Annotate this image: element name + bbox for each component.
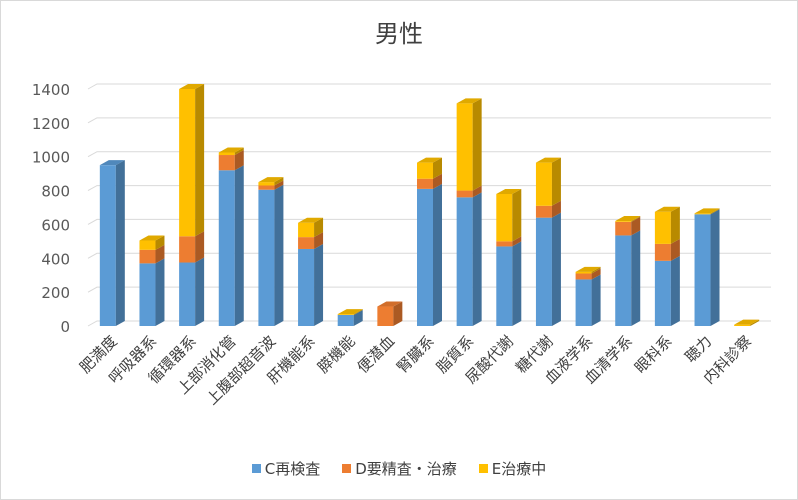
bar-segment [99, 160, 125, 326]
bar-segment [654, 206, 680, 244]
bar-segment [298, 232, 324, 249]
bar-segment [417, 173, 442, 189]
bar-segment [139, 258, 165, 326]
legend-swatch-d [342, 464, 352, 473]
legend-swatch-e [478, 464, 488, 473]
bar-segment [734, 319, 760, 326]
x-tick-label: 便潜血 [354, 332, 399, 377]
bar-segment [337, 309, 363, 315]
legend: C再検査 D要精査・治療 E治療中 [0, 458, 798, 479]
bar-segment [179, 84, 205, 237]
bar-segment [258, 184, 284, 326]
y-tick-label: 800 [41, 183, 70, 201]
bar-segment [456, 98, 482, 191]
bar-segment [535, 212, 561, 326]
legend-swatch-c [251, 464, 261, 473]
bar-segment [218, 150, 244, 171]
bar-segment [258, 177, 284, 186]
bar-segment [535, 157, 561, 206]
gridline [87, 151, 771, 158]
bar-segment [615, 216, 641, 236]
bar-segment [535, 200, 561, 218]
x-tick-label: 腎臓系 [393, 332, 438, 377]
y-tick-label: 1200 [32, 115, 70, 133]
bars [99, 84, 760, 326]
bar-segment [298, 243, 324, 326]
gridline [87, 83, 771, 90]
bar-segment [258, 180, 284, 190]
bar-segment [218, 147, 244, 156]
y-tick-label: 0 [60, 318, 70, 336]
bar-segment [377, 301, 403, 326]
bar-segment [694, 208, 720, 215]
bar-segment [417, 183, 442, 326]
bar-segment [575, 268, 601, 280]
y-tick-label: 600 [41, 216, 70, 234]
chart-title: 男性 [375, 20, 423, 48]
bar-segment [179, 231, 205, 263]
legend-item-e: E治療中 [478, 458, 547, 479]
legend-label-e: E治療中 [491, 460, 547, 478]
y-tick-label: 200 [41, 284, 70, 302]
bar-segment [694, 209, 720, 326]
bar-segment [575, 274, 601, 326]
bar-segment [456, 185, 482, 198]
bar-segment [456, 192, 482, 326]
bar-segment [139, 244, 165, 264]
y-tick-label: 400 [41, 250, 70, 268]
gridline [87, 117, 771, 124]
bar-segment [139, 235, 165, 250]
bar-segment [337, 309, 363, 326]
x-tick-label: 眼科系 [631, 332, 676, 377]
legend-item-d: D要精査・治療 [342, 458, 457, 479]
bar-segment [496, 236, 522, 247]
x-tick-label: 聴力 [681, 332, 715, 366]
x-tick-label: 膵機能 [314, 332, 359, 377]
bar-segment [218, 165, 244, 326]
legend-label-c: C再検査 [264, 460, 321, 478]
bar-segment [575, 266, 601, 274]
bar-segment [496, 241, 522, 326]
bar-segment [615, 230, 641, 326]
bar-segment [615, 216, 641, 222]
y-tick-label: 1400 [32, 81, 70, 99]
legend-item-c: C再検査 [251, 458, 321, 479]
x-axis-ticks: 肥満度呼吸器系循環器系上部消化管上腹部超音波肝機能系膵機能便潜血腎臓系脂質系尿酸… [76, 332, 755, 408]
bar-segment [298, 217, 324, 238]
legend-label-d: D要精査・治療 [355, 460, 457, 478]
y-tick-label: 1000 [32, 149, 70, 167]
bar-segment [654, 255, 680, 326]
bar-segment [417, 157, 442, 179]
bar-segment [179, 257, 205, 326]
bar-segment [654, 238, 680, 261]
y-axis-ticks: 0 200 400 600 800 1000 1200 1400 [32, 81, 70, 336]
bar-segment [496, 188, 522, 242]
